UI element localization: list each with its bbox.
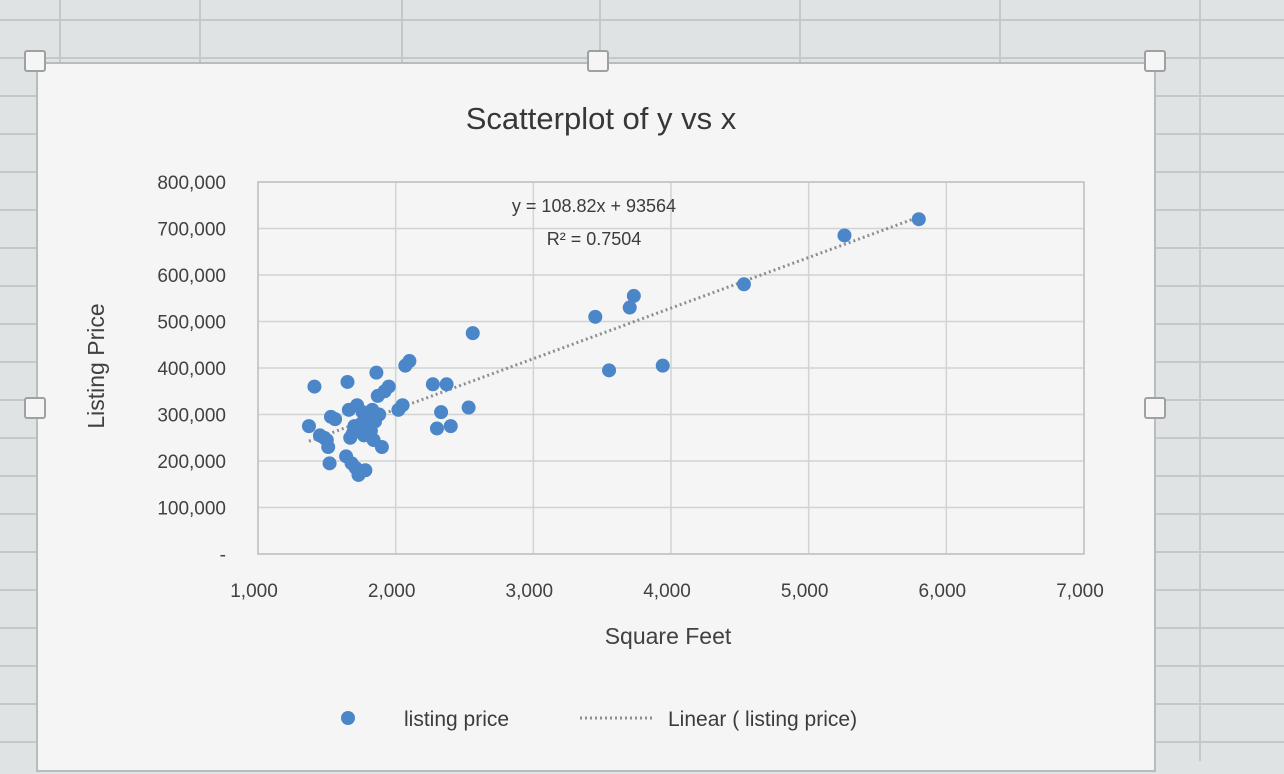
legend-label-listing-price: listing price xyxy=(404,708,509,731)
y-tick-label: 800,000 xyxy=(157,173,226,194)
trendline-r-squared-label[interactable]: R² = 0.7504 xyxy=(547,229,642,249)
resize-handle-top-center[interactable] xyxy=(587,50,609,72)
data-point[interactable] xyxy=(328,412,343,427)
data-points xyxy=(301,212,926,482)
y-axis-title: Listing Price xyxy=(83,303,109,428)
scatter-chart: Scatterplot of y vs x Listing Price Squa… xyxy=(83,101,1104,731)
data-point[interactable] xyxy=(301,419,316,434)
x-axis-title: Square Feet xyxy=(605,623,732,649)
plot-border xyxy=(257,181,1085,555)
data-point[interactable] xyxy=(439,377,454,392)
y-tick-label: 300,000 xyxy=(157,406,226,427)
y-tick-label: 700,000 xyxy=(157,220,226,241)
legend-label-trendline: Linear ( listing price) xyxy=(668,708,857,731)
data-point[interactable] xyxy=(374,440,389,455)
data-point[interactable] xyxy=(369,365,384,380)
x-tick-label: 3,000 xyxy=(506,581,554,602)
y-tick-label: 100,000 xyxy=(157,499,226,520)
legend-marker-listing-price xyxy=(341,711,355,725)
trendline-equation-label[interactable]: y = 108.82x + 93564 xyxy=(512,196,676,216)
data-point[interactable] xyxy=(340,374,355,389)
x-tick-label: 7,000 xyxy=(1056,581,1104,602)
legend[interactable]: listing price Linear ( listing price) xyxy=(341,708,857,731)
chart-object[interactable]: Scatterplot of y vs x Listing Price Squa… xyxy=(24,50,1166,772)
data-point[interactable] xyxy=(321,440,336,455)
data-point[interactable] xyxy=(434,405,449,420)
data-point[interactable] xyxy=(358,463,373,478)
data-point[interactable] xyxy=(461,400,476,415)
data-point[interactable] xyxy=(911,212,926,227)
data-point[interactable] xyxy=(372,407,387,422)
x-axis-tick-labels: 1,000 2,000 3,000 4,000 5,000 6,000 7,000 xyxy=(230,581,1104,602)
data-point[interactable] xyxy=(443,419,458,434)
data-point[interactable] xyxy=(322,456,337,471)
data-point[interactable] xyxy=(381,379,396,394)
resize-handle-middle-right[interactable] xyxy=(1144,397,1166,419)
resize-handle-middle-left[interactable] xyxy=(24,397,46,419)
resize-handle-top-right[interactable] xyxy=(1144,50,1166,72)
resize-handle-top-left[interactable] xyxy=(24,50,46,72)
x-tick-label: 6,000 xyxy=(919,581,967,602)
data-point[interactable] xyxy=(465,326,480,341)
data-point[interactable] xyxy=(425,377,440,392)
data-point[interactable] xyxy=(736,277,751,292)
data-point[interactable] xyxy=(655,358,670,373)
data-point[interactable] xyxy=(626,288,641,303)
data-point[interactable] xyxy=(307,379,322,394)
y-tick-label: 500,000 xyxy=(157,313,226,334)
chart-title: Scatterplot of y vs x xyxy=(466,101,737,136)
data-point[interactable] xyxy=(402,354,417,369)
data-point[interactable] xyxy=(602,363,617,378)
data-point[interactable] xyxy=(622,300,637,315)
x-tick-label: 4,000 xyxy=(643,581,691,602)
data-point[interactable] xyxy=(395,398,410,413)
y-tick-label: 400,000 xyxy=(157,359,226,380)
x-tick-label: 1,000 xyxy=(230,581,278,602)
y-tick-label: 200,000 xyxy=(157,452,226,473)
y-tick-label: - xyxy=(220,545,226,566)
y-tick-label: 600,000 xyxy=(157,266,226,287)
x-tick-label: 5,000 xyxy=(781,581,829,602)
x-tick-label: 2,000 xyxy=(368,581,416,602)
data-point[interactable] xyxy=(429,421,444,436)
data-point[interactable] xyxy=(588,309,603,324)
linear-trendline[interactable] xyxy=(308,215,920,443)
data-point[interactable] xyxy=(837,228,852,243)
y-axis-tick-labels: - 100,000 200,000 300,000 400,000 500,000 600,… xyxy=(157,173,226,566)
plot-area xyxy=(257,181,1085,555)
